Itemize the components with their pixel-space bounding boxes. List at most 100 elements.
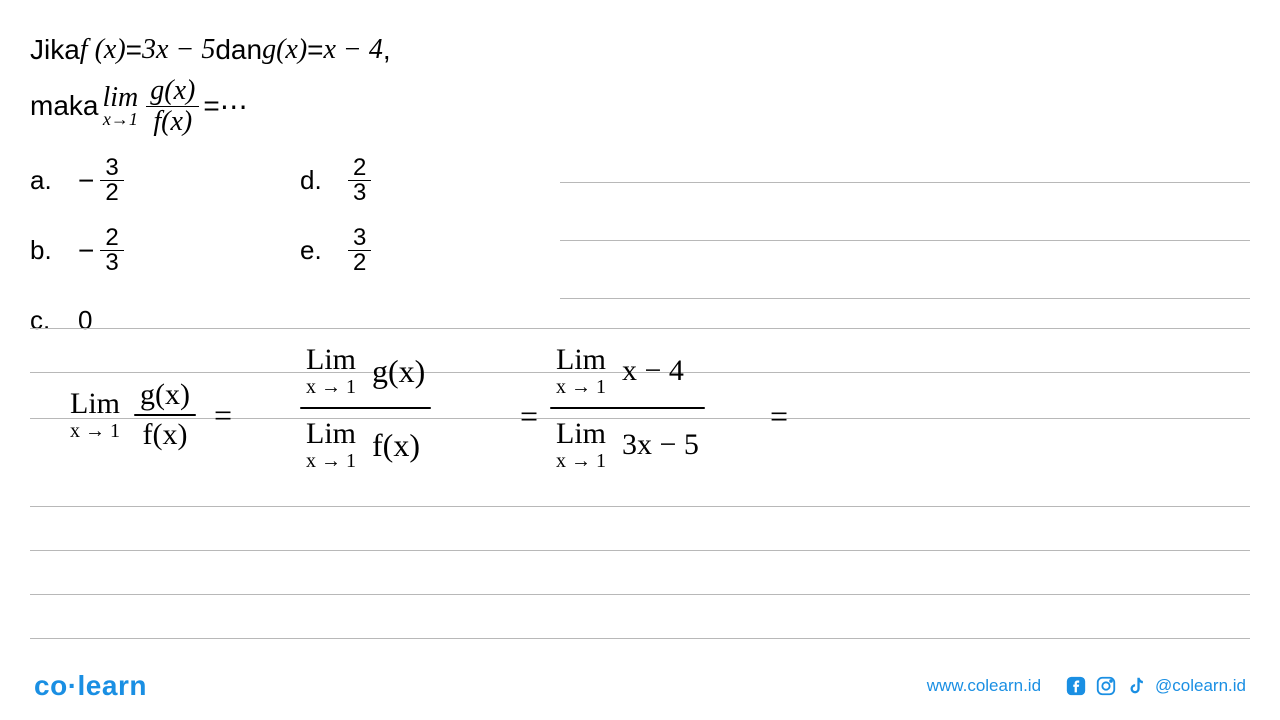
rule-line (560, 240, 1250, 241)
option-d-frac: 2 3 (348, 156, 371, 205)
footer-handle: @colearn.id (1155, 676, 1246, 696)
fx-rhs: 3x − 5 (142, 28, 215, 73)
hw-left-expr: Lim x → 1 g(x) f(x) = (70, 380, 242, 450)
option-c: c. 0 (30, 294, 300, 348)
hw-lim-3-sub: x → 1 (306, 451, 356, 471)
options-col-1: a. − 3 2 b. − 2 3 (30, 154, 300, 348)
rule-line (30, 594, 1250, 595)
hw-eq-3-wrap: = (760, 400, 798, 433)
hw-lim-5: Lim x → 1 (556, 419, 606, 471)
logo: co·learn (34, 670, 147, 702)
hw-right-xm4: x − 4 (622, 356, 684, 386)
rule-line (560, 182, 1250, 183)
frac-num: g(x) (146, 77, 199, 107)
tiktok-icon (1125, 675, 1147, 697)
option-a-num: 3 (100, 156, 123, 181)
hw-right-line (550, 407, 705, 409)
logo-learn: learn (78, 670, 147, 701)
hw-mid-line (300, 407, 431, 409)
option-b: b. − 2 3 (30, 224, 300, 278)
social-icons: @colearn.id (1065, 675, 1246, 697)
eq2: = (307, 28, 323, 73)
option-a-den: 2 (100, 181, 123, 205)
hw-eq-3: = (770, 398, 788, 434)
question-block: Jika f (x) = 3x − 5 dan g(x) = x − 4 , m… (0, 0, 1280, 348)
hw-lim-1-top: Lim (70, 389, 120, 419)
gx-rhs: x − 4 (324, 28, 383, 73)
rule-line (30, 506, 1250, 507)
instagram-icon (1095, 675, 1117, 697)
option-b-den: 3 (100, 251, 123, 275)
option-a-neg: − (78, 165, 94, 197)
hw-lim-5-sub: x → 1 (556, 451, 606, 471)
eq3: = (203, 90, 219, 122)
option-d: d. 2 3 (300, 154, 570, 208)
logo-dot: · (68, 670, 78, 701)
option-e-frac: 3 2 (348, 226, 371, 275)
option-e-num: 3 (348, 226, 371, 251)
footer: co·learn www.colearn.id @colearn.id (0, 652, 1280, 720)
option-b-num: 2 (100, 226, 123, 251)
text-maka: maka (30, 90, 98, 122)
option-b-label: b. (30, 235, 78, 266)
rule-line (560, 298, 1250, 299)
hw-right-expr: Lim x → 1 x − 4 Lim x → 1 3x − 5 (550, 345, 705, 471)
question-line-2: maka lim x→1 g(x) f(x) = ⋯ (30, 77, 1250, 136)
option-a: a. − 3 2 (30, 154, 300, 208)
option-e-den: 2 (348, 251, 371, 275)
hw-lim-1: Lim x → 1 (70, 389, 120, 441)
hw-frac-1-den: f(x) (137, 416, 194, 450)
option-e-label: e. (300, 235, 348, 266)
hw-eq-2-wrap: = (510, 400, 548, 433)
lim-label: lim (102, 84, 138, 112)
hw-eq-1: = (214, 399, 232, 431)
hw-right-den: Lim x → 1 3x − 5 (550, 415, 705, 471)
options-col-2: d. 2 3 e. 3 2 (300, 154, 570, 348)
limit-notation: lim x→1 (102, 84, 138, 128)
option-e-value: 3 2 (348, 226, 371, 275)
option-b-value: − 2 3 (78, 226, 124, 275)
hw-mid-gx: g(x) (372, 355, 425, 387)
hw-right-3xm5: 3x − 5 (622, 430, 699, 460)
gx-lhs: g(x) (262, 28, 307, 73)
option-a-frac: 3 2 (100, 156, 123, 205)
hw-lim-3-top: Lim (306, 419, 356, 449)
hw-lim-4-top: Lim (556, 345, 606, 375)
hw-mid-fx: f(x) (372, 429, 420, 461)
footer-right: www.colearn.id @colearn.id (927, 675, 1246, 697)
option-c-value: 0 (78, 305, 92, 336)
hw-lim-2: Lim x → 1 (306, 345, 356, 397)
hw-mid-num: Lim x → 1 g(x) (300, 345, 431, 401)
option-d-num: 2 (348, 156, 371, 181)
option-b-frac: 2 3 (100, 226, 123, 275)
hw-mid-den: Lim x → 1 f(x) (300, 415, 431, 471)
option-a-label: a. (30, 165, 78, 196)
hw-eq-2: = (520, 398, 538, 434)
hw-lim-4: Lim x → 1 (556, 345, 606, 397)
hw-lim-2-sub: x → 1 (306, 377, 356, 397)
hw-mid-expr: Lim x → 1 g(x) Lim x → 1 f(x) (300, 345, 431, 471)
hw-lim-2-top: Lim (306, 345, 356, 375)
footer-url: www.colearn.id (927, 676, 1041, 696)
eq1: = (126, 28, 142, 73)
dots: ⋯ (220, 90, 248, 123)
hw-right-num: Lim x → 1 x − 4 (550, 345, 705, 401)
hw-frac-1-num: g(x) (134, 380, 196, 414)
rule-line (30, 550, 1250, 551)
hw-lim-3: Lim x → 1 (306, 419, 356, 471)
option-a-value: − 3 2 (78, 156, 124, 205)
hw-lim-4-sub: x → 1 (556, 377, 606, 397)
question-line-1: Jika f (x) = 3x − 5 dan g(x) = x − 4 , (30, 28, 1250, 73)
frac-den: f(x) (149, 107, 196, 136)
option-e: e. 3 2 (300, 224, 570, 278)
hw-lim-1-sub: x → 1 (70, 421, 120, 441)
rule-line (30, 328, 1250, 329)
fx-lhs: f (x) (80, 28, 126, 73)
comma: , (383, 28, 391, 73)
option-d-label: d. (300, 165, 348, 196)
option-c-label: c. (30, 305, 78, 336)
facebook-icon (1065, 675, 1087, 697)
hw-frac-1: g(x) f(x) (134, 380, 196, 450)
option-d-den: 3 (348, 181, 371, 205)
text-dan: dan (215, 28, 262, 73)
